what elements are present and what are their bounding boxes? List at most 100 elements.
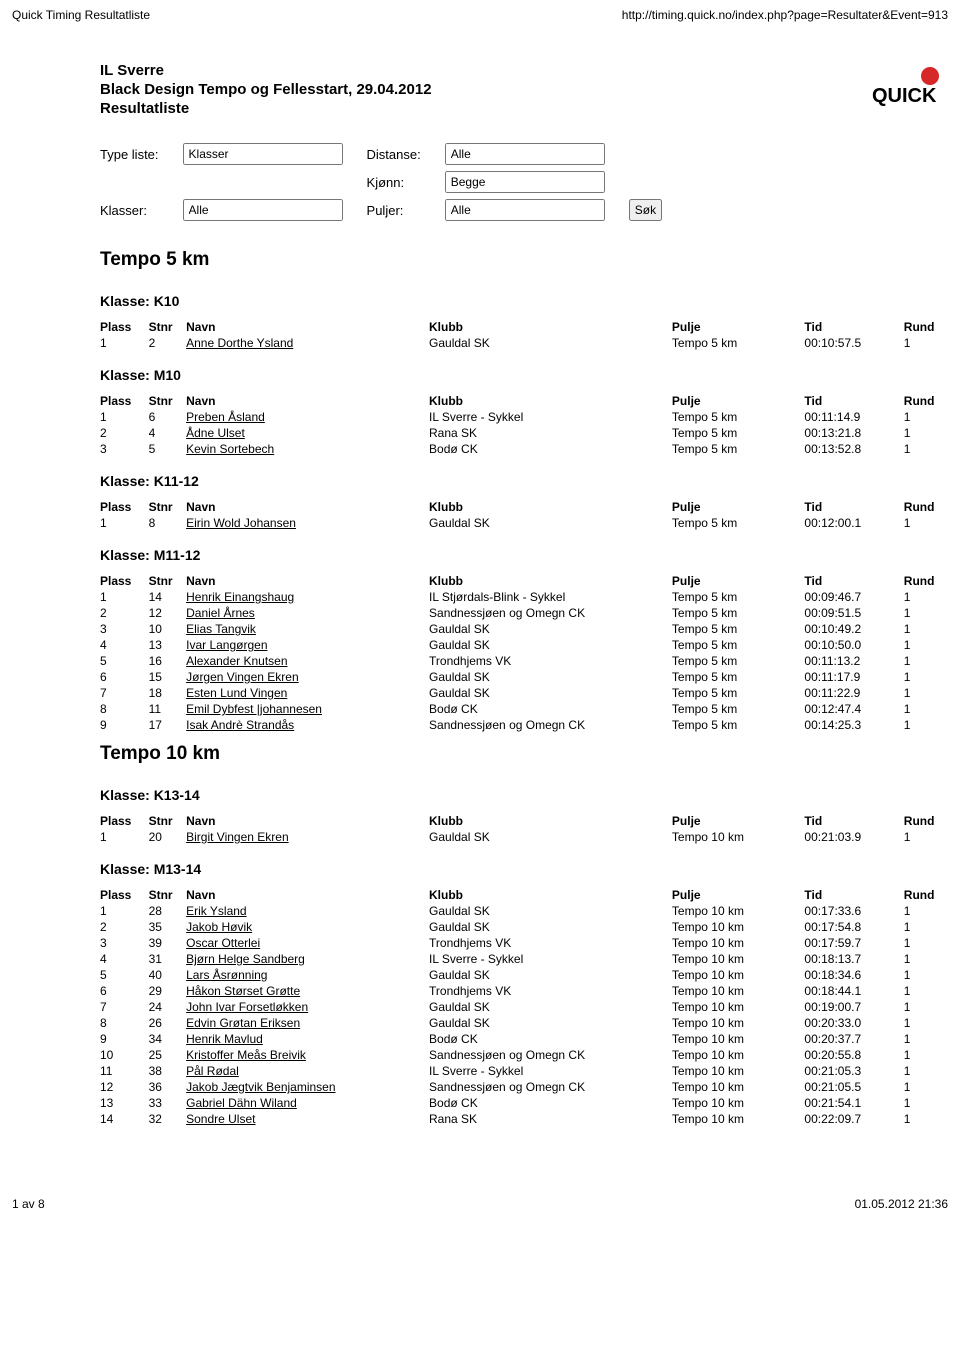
cell-plass: 1 xyxy=(100,903,149,919)
athlete-link[interactable]: Oscar Otterlei xyxy=(186,936,260,950)
cell-plass: 4 xyxy=(100,637,149,653)
athlete-link[interactable]: Henrik Mavlud xyxy=(186,1032,263,1046)
cell-navn[interactable]: Oscar Otterlei xyxy=(186,935,429,951)
cell-pulje: Tempo 5 km xyxy=(672,605,805,621)
cell-navn[interactable]: Alexander Knutsen xyxy=(186,653,429,669)
athlete-link[interactable]: Håkon Størset Grøtte xyxy=(186,984,300,998)
cell-tid: 00:10:50.0 xyxy=(804,637,903,653)
cell-navn[interactable]: Håkon Størset Grøtte xyxy=(186,983,429,999)
cell-navn[interactable]: Henrik Mavlud xyxy=(186,1031,429,1047)
cell-tid: 00:13:21.8 xyxy=(804,425,903,441)
cell-navn[interactable]: Birgit Vingen Ekren xyxy=(186,829,429,845)
cell-plass: 1 xyxy=(100,409,149,425)
cell-navn[interactable]: Ådne Ulset xyxy=(186,425,429,441)
cell-navn[interactable]: Isak Andrè Strandås xyxy=(186,717,429,733)
athlete-link[interactable]: Birgit Vingen Ekren xyxy=(186,830,289,844)
results-table: PlassStnrNavnKlubbPuljeTidRund128Erik Ys… xyxy=(100,887,948,1127)
athlete-link[interactable]: Daniel Årnes xyxy=(186,606,255,620)
athlete-link[interactable]: Isak Andrè Strandås xyxy=(186,718,294,732)
cell-navn[interactable]: Emil Dybfest |johannesen xyxy=(186,701,429,717)
athlete-link[interactable]: Kevin Sortebech xyxy=(186,442,274,456)
athlete-link[interactable]: Jørgen Vingen Ekren xyxy=(186,670,299,684)
athlete-link[interactable]: Preben Åsland xyxy=(186,410,265,424)
cell-stnr: 29 xyxy=(149,983,187,999)
cell-stnr: 28 xyxy=(149,903,187,919)
col-pulje: Pulje xyxy=(672,499,805,515)
cell-plass: 1 xyxy=(100,829,149,845)
cell-navn[interactable]: Sondre Ulset xyxy=(186,1111,429,1127)
athlete-link[interactable]: Kristoffer Meås Breivik xyxy=(186,1048,306,1062)
cell-pulje: Tempo 5 km xyxy=(672,717,805,733)
type-input[interactable] xyxy=(183,143,343,165)
cell-navn[interactable]: Edvin Grøtan Eriksen xyxy=(186,1015,429,1031)
cell-pulje: Tempo 5 km xyxy=(672,685,805,701)
klasser-input[interactable] xyxy=(183,199,343,221)
cell-stnr: 24 xyxy=(149,999,187,1015)
cell-navn[interactable]: Pål Rødal xyxy=(186,1063,429,1079)
athlete-link[interactable]: Emil Dybfest |johannesen xyxy=(186,702,322,716)
cell-navn[interactable]: Daniel Årnes xyxy=(186,605,429,621)
cell-rund: 1 xyxy=(904,1015,948,1031)
kjonn-input[interactable] xyxy=(445,171,605,193)
cell-pulje: Tempo 10 km xyxy=(672,1079,805,1095)
cell-tid: 00:19:00.7 xyxy=(804,999,903,1015)
table-row: 431Bjørn Helge SandbergIL Sverre - Sykke… xyxy=(100,951,948,967)
quick-logo: QUICK xyxy=(870,62,948,118)
cell-navn[interactable]: Kristoffer Meås Breivik xyxy=(186,1047,429,1063)
table-row: 339Oscar OtterleiTrondhjems VKTempo 10 k… xyxy=(100,935,948,951)
athlete-link[interactable]: Bjørn Helge Sandberg xyxy=(186,952,305,966)
cell-navn[interactable]: Lars Åsrønning xyxy=(186,967,429,983)
class-title: Klasse: M10 xyxy=(100,367,948,383)
cell-plass: 11 xyxy=(100,1063,149,1079)
athlete-link[interactable]: Henrik Einangshaug xyxy=(186,590,294,604)
cell-navn[interactable]: Gabriel Dähn Wiland xyxy=(186,1095,429,1111)
athlete-link[interactable]: Sondre Ulset xyxy=(186,1112,255,1126)
athlete-link[interactable]: Anne Dorthe Ysland xyxy=(186,336,293,350)
cell-navn[interactable]: Esten Lund Vingen xyxy=(186,685,429,701)
athlete-link[interactable]: Ådne Ulset xyxy=(186,426,245,440)
browser-header: Quick Timing Resultatliste http://timing… xyxy=(12,8,948,22)
athlete-link[interactable]: Jakob Jægtvik Benjaminsen xyxy=(186,1080,335,1094)
athlete-link[interactable]: Alexander Knutsen xyxy=(186,654,287,668)
cell-navn[interactable]: Jakob Jægtvik Benjaminsen xyxy=(186,1079,429,1095)
distanse-input[interactable] xyxy=(445,143,605,165)
athlete-link[interactable]: Eirin Wold Johansen xyxy=(186,516,296,530)
col-plass: Plass xyxy=(100,573,149,589)
athlete-link[interactable]: Erik Ysland xyxy=(186,904,246,918)
athlete-link[interactable]: Jakob Høvik xyxy=(186,920,252,934)
cell-plass: 2 xyxy=(100,919,149,935)
cell-navn[interactable]: Henrik Einangshaug xyxy=(186,589,429,605)
search-button[interactable]: Søk xyxy=(629,199,662,221)
athlete-link[interactable]: Gabriel Dähn Wiland xyxy=(186,1096,297,1110)
cell-navn[interactable]: Eirin Wold Johansen xyxy=(186,515,429,531)
cell-navn[interactable]: Anne Dorthe Ysland xyxy=(186,335,429,351)
cell-navn[interactable]: Erik Ysland xyxy=(186,903,429,919)
cell-plass: 3 xyxy=(100,621,149,637)
cell-navn[interactable]: Ivar Langørgen xyxy=(186,637,429,653)
athlete-link[interactable]: Edvin Grøtan Eriksen xyxy=(186,1016,300,1030)
cell-stnr: 32 xyxy=(149,1111,187,1127)
cell-stnr: 20 xyxy=(149,829,187,845)
cell-navn[interactable]: Preben Åsland xyxy=(186,409,429,425)
cell-stnr: 13 xyxy=(149,637,187,653)
athlete-link[interactable]: Lars Åsrønning xyxy=(186,968,267,982)
results-table: PlassStnrNavnKlubbPuljeTidRund12Anne Dor… xyxy=(100,319,948,351)
athlete-link[interactable]: Elias Tangvik xyxy=(186,622,256,636)
cell-navn[interactable]: Jakob Høvik xyxy=(186,919,429,935)
cell-plass: 1 xyxy=(100,335,149,351)
cell-plass: 3 xyxy=(100,935,149,951)
cell-navn[interactable]: Bjørn Helge Sandberg xyxy=(186,951,429,967)
cell-klubb: Gauldal SK xyxy=(429,335,672,351)
cell-navn[interactable]: Jørgen Vingen Ekren xyxy=(186,669,429,685)
athlete-link[interactable]: Esten Lund Vingen xyxy=(186,686,287,700)
athlete-link[interactable]: Ivar Langørgen xyxy=(186,638,267,652)
class-title: Klasse: M11-12 xyxy=(100,547,948,563)
athlete-link[interactable]: John Ivar Forsetløkken xyxy=(186,1000,308,1014)
cell-navn[interactable]: Elias Tangvik xyxy=(186,621,429,637)
puljer-input[interactable] xyxy=(445,199,605,221)
cell-pulje: Tempo 10 km xyxy=(672,983,805,999)
cell-navn[interactable]: John Ivar Forsetløkken xyxy=(186,999,429,1015)
table-row: 1236Jakob Jægtvik BenjaminsenSandnessjøe… xyxy=(100,1079,948,1095)
cell-navn[interactable]: Kevin Sortebech xyxy=(186,441,429,457)
athlete-link[interactable]: Pål Rødal xyxy=(186,1064,239,1078)
